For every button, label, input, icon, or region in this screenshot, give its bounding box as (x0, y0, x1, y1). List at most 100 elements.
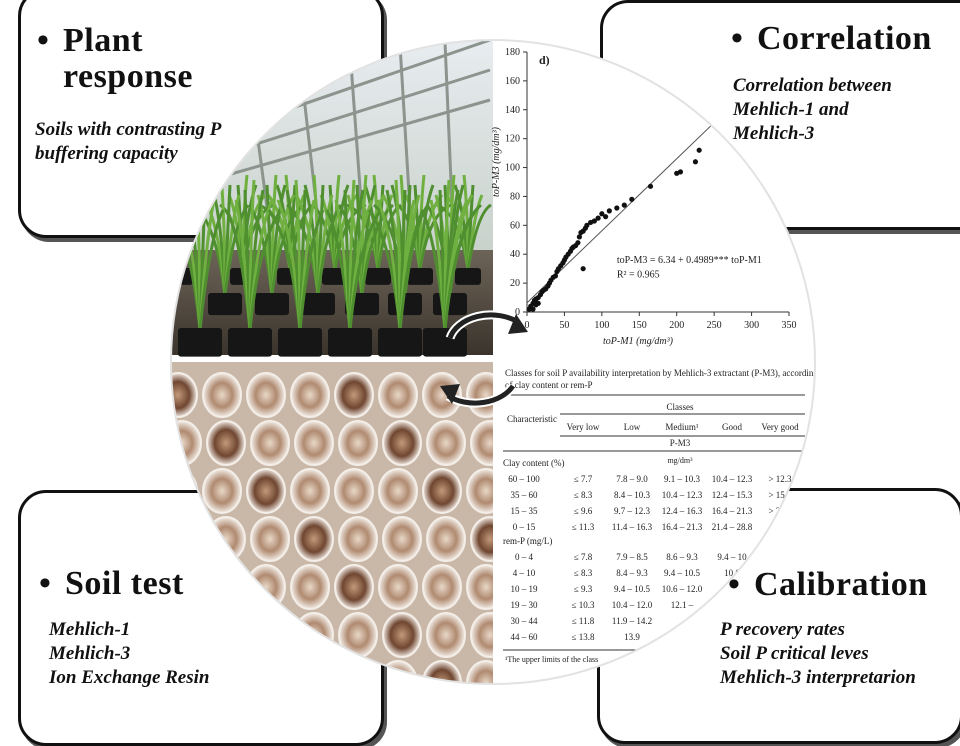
data-point (696, 147, 702, 153)
title-line-2: response (63, 58, 193, 95)
vial (250, 420, 290, 466)
plant-pot (301, 293, 335, 316)
chart-panel-label: d) (539, 53, 550, 67)
x-tick-label: 50 (559, 320, 569, 331)
arrowhead-bottom-icon (440, 384, 460, 404)
y-tick-label: 160 (505, 76, 520, 87)
vial (338, 516, 378, 562)
table-caption-line: of clay content or rem-P (505, 380, 592, 390)
table-cell: 16.4 – 21.3 (662, 522, 703, 532)
plant-leaf (443, 209, 478, 331)
table-cell: 9.4 – 10 (717, 552, 747, 562)
vial (382, 420, 422, 466)
table-cell: 7.9 – 8.5 (616, 552, 648, 562)
vial (338, 612, 378, 658)
plant-leaf (198, 209, 225, 331)
vial (171, 564, 198, 610)
vial (246, 372, 286, 418)
table-footnote: ¹The upper limits of the class (505, 655, 598, 664)
correlation-subtitle: Correlation between Mehlich-1 and Mehlic… (733, 74, 892, 146)
vial (382, 516, 422, 562)
list-item: Mehlich-1 (49, 619, 131, 640)
x-tick-label: 150 (632, 320, 647, 331)
y-tick-label: 140 (505, 105, 520, 116)
vial (334, 468, 374, 514)
table-unit: mg/dm³ (667, 456, 693, 465)
plant-leaf (174, 174, 182, 271)
table-cell: 11.9 – 14.2 (612, 616, 652, 626)
table-cell: ≤ 8.3 (574, 568, 593, 578)
vial (294, 420, 334, 466)
x-tick-label: 250 (707, 320, 722, 331)
y-tick-label: 80 (510, 191, 520, 202)
vial (334, 660, 374, 684)
table-cell: 35 – 60 (511, 490, 539, 500)
table-cell: 0 – 15 (513, 522, 536, 532)
vial (206, 420, 246, 466)
vial (382, 612, 422, 658)
plant-pot (208, 293, 242, 316)
x-tick-label: 200 (669, 320, 684, 331)
table-cell: 10.4 – 12.3 (712, 474, 753, 484)
data-point (575, 240, 581, 246)
plant-pot (328, 328, 372, 357)
table-cell: 9.7 – 12.3 (614, 506, 651, 516)
vial (290, 564, 330, 610)
sub-line-1: Soils with contrasting P (35, 119, 222, 140)
plant-pot (378, 328, 422, 357)
plant-pot (178, 328, 222, 357)
y-tick-label: 100 (505, 163, 520, 174)
list-item: Mehlich-3 interpretarion (720, 667, 916, 688)
table-caption-line: Classes for soil P availability interpre… (505, 368, 881, 378)
data-point (599, 211, 605, 217)
table-class-header: Good (722, 422, 742, 432)
table-cell: 44 – 60 (511, 632, 539, 642)
plant-response-subtitle: Soils with contrasting P buffering capac… (35, 118, 221, 166)
table-cell: ≤ 7.7 (574, 474, 593, 484)
x-tick-label: 350 (782, 320, 797, 331)
table-cell: > 12.3 (768, 474, 792, 484)
arrowhead-top-icon (508, 314, 528, 334)
vial (426, 612, 466, 658)
table-cell: 8.6 – 9.3 (666, 552, 698, 562)
data-point (595, 215, 601, 221)
vial (426, 516, 466, 562)
interpretation-table: Classes for soil P availability interpre… (493, 362, 881, 684)
arrow-bottom-icon (446, 384, 516, 406)
y-tick-label: 60 (510, 220, 520, 231)
vial (206, 612, 246, 658)
vial (290, 468, 330, 514)
plant-leaf (171, 184, 182, 271)
data-point (576, 234, 583, 240)
table-cell: ≤ 7.8 (574, 552, 593, 562)
vial (422, 564, 462, 610)
plant-pot (455, 268, 481, 285)
table-cell: 9.1 – 10.3 (664, 474, 701, 484)
table-cell: 15 – 35 (511, 506, 539, 516)
plant-leaf (248, 209, 283, 331)
table-cell: > 15.3 (768, 490, 792, 500)
table-cell: 4 – 10 (513, 568, 536, 578)
table-cell: ≤ 9.6 (574, 506, 593, 516)
vial (378, 564, 418, 610)
calibration-list: P recovery rates Soil P critical leves M… (720, 618, 916, 690)
table-cell: 8.4 – 9.3 (616, 568, 648, 578)
y-tick-label: 40 (510, 249, 520, 260)
vial (206, 516, 246, 562)
table-head-characteristic: Characteristic (507, 414, 557, 424)
plant-pot (278, 328, 322, 357)
title-text: Correlation (757, 20, 932, 57)
bullet: • (37, 22, 50, 59)
x-tick-label: 100 (594, 320, 609, 331)
regression-equation: toP-M3 = 6.34 + 0.4989*** toP-M1 (617, 255, 762, 266)
title-text: Calibration (754, 566, 928, 603)
data-point (603, 214, 609, 220)
plant-leaf (171, 194, 182, 271)
vial (202, 564, 242, 610)
cycle-arrows (440, 310, 528, 408)
table-cell: 11.4 – 16.3 (612, 522, 653, 532)
sub-line-2: Mehlich-1 and (733, 99, 849, 120)
vial (202, 660, 242, 684)
plant-pot (255, 293, 289, 316)
table-cell: ≤ 11.8 (572, 616, 595, 626)
